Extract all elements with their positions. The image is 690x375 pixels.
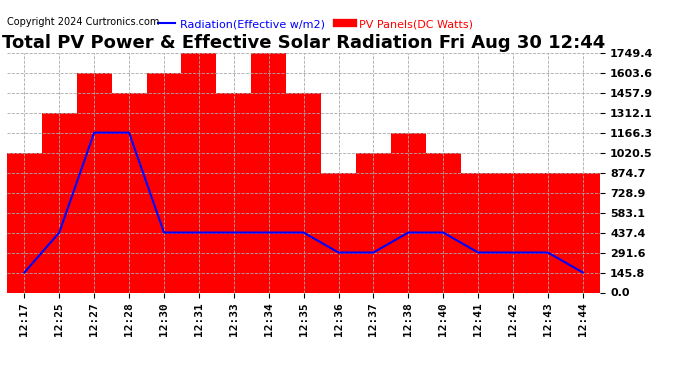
Bar [181, 53, 217, 292]
Bar [251, 53, 286, 292]
Bar [531, 172, 565, 292]
Bar [565, 172, 600, 292]
Bar [356, 153, 391, 292]
Bar [461, 172, 495, 292]
Bar [77, 73, 112, 292]
Bar [321, 172, 356, 292]
Bar [42, 112, 77, 292]
Bar [112, 93, 146, 292]
Bar [426, 153, 461, 292]
Bar [146, 73, 181, 292]
Bar [391, 133, 426, 292]
Bar [7, 153, 42, 292]
Bar [495, 172, 531, 292]
Title: Total PV Power & Effective Solar Radiation Fri Aug 30 12:44: Total PV Power & Effective Solar Radiati… [2, 34, 605, 53]
Bar [217, 93, 251, 292]
Bar [286, 93, 321, 292]
Legend: Radiation(Effective w/m2), PV Panels(DC Watts): Radiation(Effective w/m2), PV Panels(DC … [154, 15, 477, 34]
Text: Copyright 2024 Curtronics.com: Copyright 2024 Curtronics.com [7, 17, 159, 27]
